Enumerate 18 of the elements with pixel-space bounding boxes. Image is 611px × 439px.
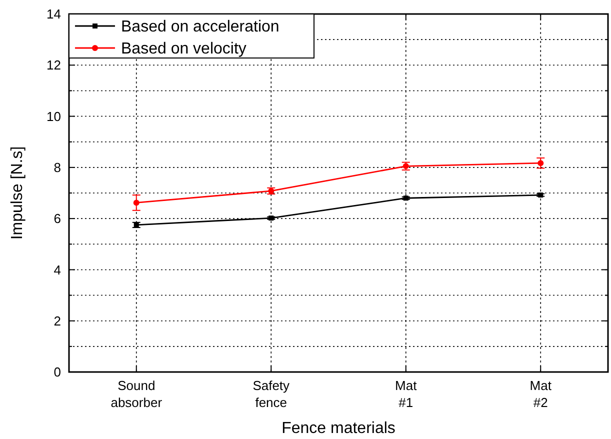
- legend-label: Based on velocity: [121, 40, 246, 58]
- x-tick-label: Mat #1: [395, 378, 418, 410]
- y-tick-label: 8: [54, 160, 61, 175]
- y-axis-title: Impulse [N.s]: [9, 146, 26, 240]
- y-tick-label: 0: [54, 364, 61, 380]
- x-tick-label: Safety fence: [252, 378, 290, 410]
- y-tick-label: 2: [54, 313, 61, 328]
- point: [538, 160, 544, 166]
- y-tick-label: 14: [46, 6, 61, 22]
- y-tick-label: 6: [54, 211, 61, 226]
- legend-label: Based on acceleration: [121, 18, 280, 36]
- point: [133, 200, 140, 206]
- y-tick-label: 12: [46, 58, 61, 73]
- y-tick-label: 4: [54, 262, 61, 278]
- x-axis-title: Fence materials: [282, 420, 396, 437]
- x-tick-label: Sound absorber: [110, 378, 163, 410]
- y-tick-label: 10: [46, 108, 61, 124]
- x-tick-label: Mat #2: [530, 378, 552, 410]
